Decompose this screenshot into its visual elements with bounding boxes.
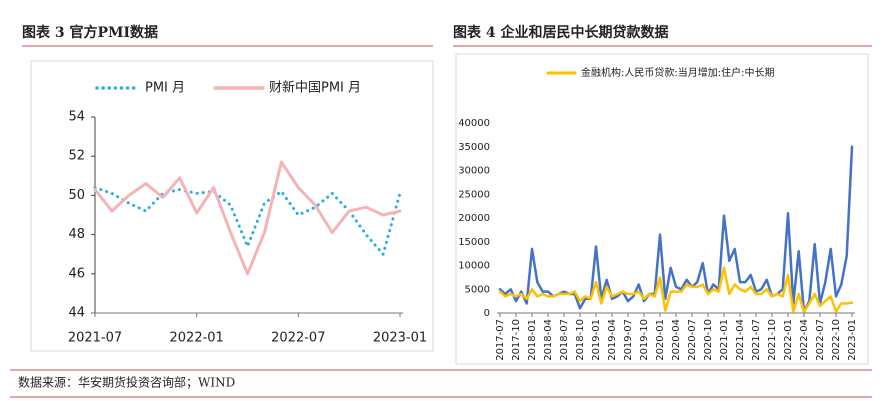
- legend-label: 金融机构:人民币贷款:当月增加:住户:中长期: [581, 66, 774, 79]
- x-tick-label: 2018-04: [543, 319, 554, 361]
- y-tick-label: 0: [484, 308, 490, 319]
- x-tick-label: 2019-01: [591, 319, 602, 361]
- x-tick-label: 2022-04: [799, 319, 810, 361]
- x-tick-label: 2023-01: [373, 331, 427, 346]
- x-tick-label: 2019-04: [607, 319, 618, 361]
- panel: [30, 60, 434, 352]
- source: 数据来源：华安期货投资咨询部；WIND: [18, 375, 235, 390]
- x-tick-label: 2021-07: [751, 319, 762, 361]
- x-tick-label: 2020-01: [655, 319, 666, 361]
- x-tick-label: 2019-07: [623, 319, 634, 361]
- y-tick-label: 54: [68, 110, 85, 125]
- x-tick-label: 2022-07: [271, 331, 325, 346]
- x-tick-label: 2021-10: [767, 319, 778, 361]
- y-tick-label: 20000: [458, 213, 490, 224]
- panel: [455, 53, 869, 365]
- series-line: [498, 145, 854, 314]
- y-tick-label: 30000: [458, 166, 490, 177]
- y-tick-label: 40000: [458, 118, 490, 129]
- x-tick-label: 2019-10: [639, 319, 650, 361]
- x-tick-label: 2022-10: [831, 319, 842, 361]
- y-tick-label: 50: [68, 188, 85, 203]
- y-tick-label: 44: [68, 306, 85, 321]
- x-tick-label: 2021-01: [719, 319, 730, 361]
- series-line: [93, 186, 402, 256]
- x-tick-label: 2022-01: [170, 331, 224, 346]
- series-line: [498, 266, 854, 313]
- chart-title: 图表 4 企业和居民中长期贷款数据: [453, 24, 669, 41]
- y-tick-label: 25000: [458, 189, 490, 200]
- x-tick-label: 2018-01: [527, 319, 538, 361]
- x-tick-label: 2020-10: [703, 319, 714, 361]
- x-tick-label: 2021-04: [735, 319, 746, 361]
- x-tick-label: 2018-07: [559, 319, 570, 361]
- x-tick-label: 2022-01: [783, 319, 794, 361]
- y-tick-label: 10000: [458, 261, 490, 272]
- chart-title: 图表 3 官方PMI数据: [22, 24, 158, 41]
- x-tick-label: 2022-07: [815, 319, 826, 361]
- x-tick-label: 2017-07: [495, 319, 506, 361]
- y-tick-label: 35000: [458, 142, 490, 153]
- legend-label: PMI 月: [145, 81, 185, 96]
- x-tick-label: 2018-10: [575, 319, 586, 361]
- y-tick-label: 15000: [458, 237, 490, 248]
- x-tick-label: 2021-07: [68, 331, 122, 346]
- x-tick-label: 2023-01: [847, 319, 858, 361]
- y-tick-label: 5000: [465, 284, 490, 295]
- x-tick-label: 2020-04: [671, 319, 682, 361]
- x-tick-label: 2020-07: [687, 319, 698, 361]
- y-tick-label: 52: [68, 149, 85, 164]
- legend-label: 财新中国PMI 月: [269, 80, 361, 96]
- x-tick-label: 2017-10: [511, 319, 522, 361]
- y-tick-label: 46: [68, 266, 85, 281]
- y-tick-label: 48: [68, 227, 85, 242]
- series-line: [93, 160, 402, 276]
